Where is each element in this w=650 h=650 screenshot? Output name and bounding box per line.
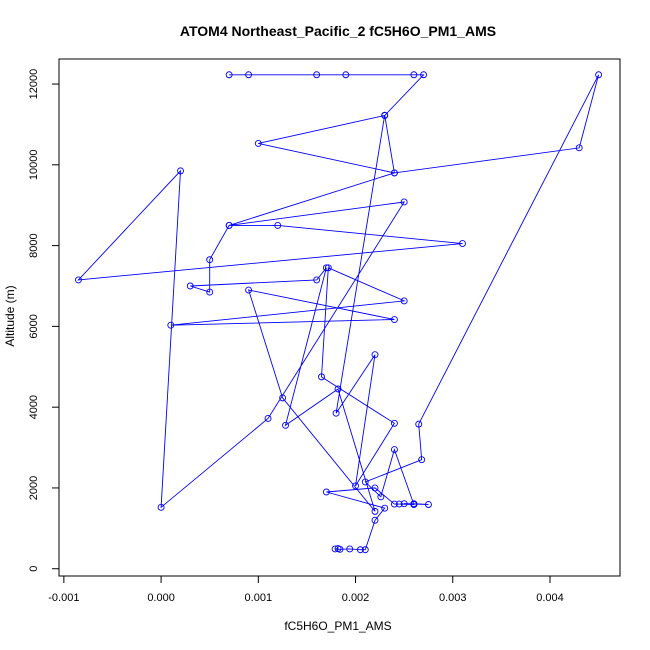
data-point (332, 409, 340, 417)
x-tick-label: 0.002 (342, 592, 370, 604)
data-point (282, 421, 289, 429)
y-tick-label: 8000 (28, 233, 40, 257)
data-point (336, 545, 344, 553)
data-point (186, 282, 194, 290)
data-point (313, 71, 321, 79)
data-point (356, 546, 364, 554)
x-tick-label: 0.000 (147, 592, 175, 604)
data-point (342, 71, 350, 79)
data-point (274, 221, 282, 229)
y-tick-label: 4000 (28, 395, 40, 419)
data-point (279, 394, 287, 402)
data-point (206, 288, 214, 296)
x-tick-label: 0.001 (245, 592, 273, 604)
data-point (575, 144, 583, 152)
y-tick-label: 6000 (28, 314, 40, 338)
data-point (206, 256, 214, 264)
x-axis-label: fC5H6O_PM1_AMS (284, 619, 391, 633)
data-point (390, 500, 398, 508)
data-point (595, 71, 603, 79)
data-point (400, 297, 408, 305)
data-point (381, 112, 389, 119)
data-point (459, 240, 466, 248)
data-point (74, 276, 82, 284)
data-point (400, 500, 408, 508)
data-point (225, 71, 233, 79)
y-axis-label: Altitude (m) (3, 285, 17, 346)
data-point (225, 221, 233, 229)
chart-title: ATOM4 Northeast_Pacific_2 fC5H6O_PM1_AMS (180, 23, 496, 39)
data-point (346, 545, 354, 553)
x-axis: -0.001 0.000 0.001 0.002 0.003 0.004 (48, 575, 564, 604)
data-point (324, 264, 332, 272)
data-point (418, 456, 426, 464)
plot-frame (58, 58, 621, 577)
data-point (245, 286, 253, 294)
data-point (381, 504, 389, 512)
data-point (390, 446, 398, 454)
data-point (390, 419, 398, 427)
data-point (157, 503, 165, 511)
y-tick-label: 0 (28, 566, 40, 572)
data-point (352, 482, 359, 490)
data-point (334, 385, 342, 393)
data-point (395, 500, 403, 508)
data-point (254, 139, 262, 147)
data-point (371, 351, 379, 359)
data-point (361, 546, 369, 554)
data-point (425, 501, 432, 508)
data-point (415, 420, 423, 428)
y-tick-label: 10000 (28, 150, 40, 181)
data-point (410, 501, 418, 508)
series-layer (74, 71, 603, 554)
x-tick-label: -0.001 (48, 592, 79, 604)
y-tick-label: 2000 (28, 476, 40, 500)
data-point (322, 264, 330, 272)
y-tick-label: 12000 (28, 69, 40, 100)
x-tick-label: 0.003 (439, 592, 467, 604)
data-point (390, 169, 398, 177)
data-point (331, 545, 339, 553)
series-line (77, 74, 600, 551)
data-point (390, 316, 398, 323)
data-point (264, 415, 272, 422)
data-point (410, 71, 418, 79)
data-point (377, 493, 385, 501)
data-point (313, 276, 321, 284)
data-point (371, 507, 379, 515)
data-point (245, 71, 253, 79)
data-point (371, 484, 379, 492)
data-point (318, 373, 325, 381)
data-point (361, 478, 369, 486)
data-point (420, 71, 428, 79)
data-point (322, 488, 330, 496)
data-point (167, 321, 175, 329)
data-point (371, 516, 379, 524)
data-point (177, 167, 184, 175)
y-axis: 0 2000 4000 6000 8000 10000 12000 (28, 69, 60, 572)
x-tick-label: 0.004 (536, 592, 564, 604)
data-point (400, 198, 408, 206)
